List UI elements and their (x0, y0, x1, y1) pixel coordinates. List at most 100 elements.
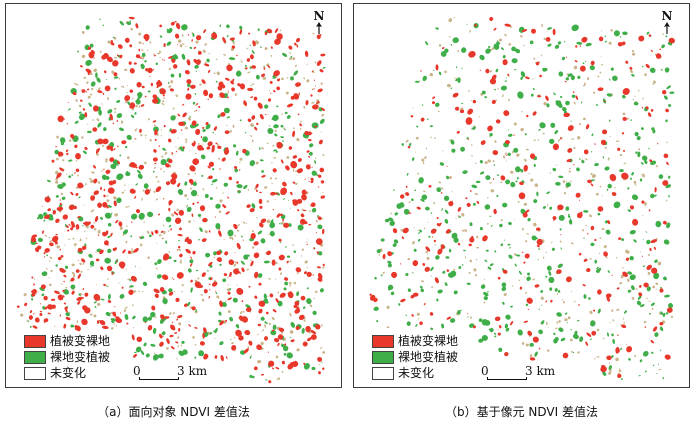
change-patch (190, 84, 196, 89)
change-patch (48, 277, 50, 279)
change-patch (284, 343, 287, 346)
change-patch (181, 53, 186, 60)
change-patch (633, 239, 637, 243)
change-patch (259, 159, 264, 162)
change-patch (162, 100, 165, 103)
change-patch (204, 63, 210, 67)
change-patch (232, 124, 235, 128)
change-patch (320, 82, 323, 85)
change-patch (143, 221, 145, 223)
change-patch (286, 103, 294, 108)
change-patch (499, 223, 503, 228)
change-patch (170, 324, 176, 331)
change-patch (60, 192, 63, 195)
change-patch (539, 74, 542, 78)
change-patch (557, 263, 563, 269)
change-patch (251, 65, 256, 69)
change-patch (590, 183, 594, 187)
change-patch (87, 123, 89, 126)
change-patch (293, 70, 299, 76)
change-patch (254, 271, 259, 279)
change-patch (592, 309, 596, 312)
change-patch (666, 199, 668, 202)
change-patch (669, 91, 675, 94)
change-patch (612, 319, 615, 322)
change-patch (475, 162, 477, 165)
change-patch (199, 227, 203, 232)
change-patch (496, 194, 499, 197)
change-patch (201, 79, 206, 84)
change-patch (289, 285, 291, 287)
change-patch (89, 72, 93, 76)
change-patch (627, 187, 630, 190)
change-patch (618, 369, 622, 373)
change-patch (583, 149, 589, 155)
change-patch (229, 316, 234, 322)
change-patch (554, 44, 560, 49)
change-patch (485, 249, 489, 252)
change-patch (156, 242, 158, 244)
change-patch (218, 228, 221, 230)
change-patch (552, 28, 556, 36)
change-patch (615, 357, 619, 362)
change-patch (126, 156, 130, 160)
change-patch (660, 311, 664, 315)
change-patch (642, 238, 644, 240)
change-patch (597, 75, 600, 78)
change-patch (97, 138, 104, 145)
change-patch (292, 57, 296, 61)
change-patch (549, 206, 553, 210)
change-patch (507, 243, 511, 246)
change-patch (168, 200, 173, 205)
change-patch (181, 103, 185, 106)
change-patch (89, 43, 94, 48)
change-patch (654, 332, 659, 337)
change-patch (486, 269, 488, 271)
change-patch (612, 75, 618, 82)
change-patch (538, 60, 541, 63)
change-patch (380, 238, 385, 242)
change-patch (526, 233, 530, 235)
change-patch (129, 89, 131, 92)
change-patch (558, 214, 565, 221)
change-patch (258, 198, 263, 205)
change-patch (231, 345, 237, 351)
change-patch (613, 201, 621, 209)
change-patch (85, 90, 87, 93)
change-patch (248, 285, 251, 288)
change-patch (248, 340, 253, 346)
change-patch (32, 325, 38, 329)
change-patch (639, 251, 641, 253)
change-patch (466, 282, 471, 285)
change-patch (448, 201, 454, 207)
change-patch (652, 364, 655, 367)
change-patch (504, 323, 509, 329)
change-patch (565, 276, 572, 283)
change-patch (538, 329, 543, 335)
change-patch (68, 159, 73, 162)
change-patch (571, 94, 576, 98)
change-patch (171, 58, 176, 63)
change-patch (419, 229, 422, 233)
change-patch (280, 332, 284, 334)
change-patch (116, 113, 123, 119)
change-patch (124, 307, 127, 310)
change-patch (527, 330, 533, 336)
change-patch (461, 213, 465, 217)
change-patch (69, 139, 72, 142)
change-patch (255, 161, 259, 165)
change-patch (264, 336, 268, 341)
change-patch (106, 199, 110, 203)
change-patch (242, 148, 247, 154)
change-patch (376, 320, 379, 323)
change-patches (369, 16, 675, 381)
change-patch (124, 145, 128, 149)
change-patch (435, 27, 439, 30)
change-patch (577, 75, 581, 79)
change-patch (295, 182, 298, 186)
change-patch (583, 117, 586, 121)
change-patch (485, 68, 490, 74)
change-patch (454, 77, 456, 79)
change-patch (172, 64, 178, 69)
change-patch (549, 172, 551, 174)
